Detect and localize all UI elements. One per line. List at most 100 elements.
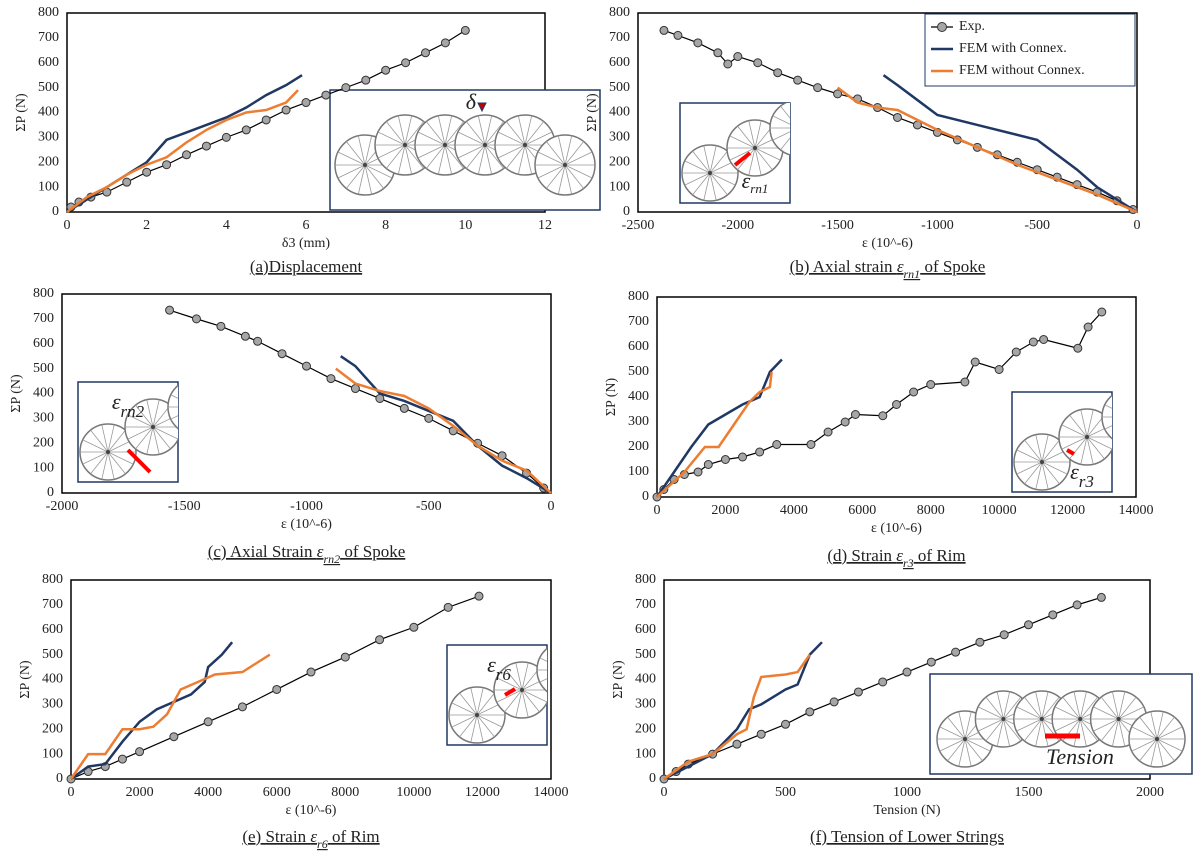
data-point [723, 59, 733, 69]
x-tick-label: 500 [775, 785, 796, 800]
data-point [1097, 307, 1107, 317]
y-tick-label: 500 [635, 647, 656, 662]
data-point [302, 361, 311, 371]
label-text: (d) Strain [827, 546, 896, 565]
data-point [201, 141, 211, 151]
x-axis-title: Tension (N) [873, 803, 940, 818]
data-point [878, 411, 888, 421]
data-point [301, 98, 311, 108]
x-tick-label: 8 [382, 218, 389, 233]
y-tick-label: 300 [635, 697, 656, 712]
data-point [975, 637, 985, 647]
x-tick-label: 10 [458, 218, 472, 233]
y-tick-label: 700 [635, 597, 656, 612]
label-text: Tension [1046, 744, 1114, 769]
data-point [460, 25, 470, 35]
x-tick-label: 4000 [780, 503, 808, 518]
y-tick-label: 700 [33, 311, 54, 326]
chart-panel: 0 100 200 300 400 500 600 700 800 -2500 -2000 -1500… [585, 5, 1140, 281]
x-tick-label: -2500 [622, 218, 655, 233]
data-point [341, 83, 351, 93]
caption: (d) Strain εr3 of Rim [827, 546, 965, 570]
data-point [756, 729, 766, 739]
data-point [703, 460, 713, 469]
inset: εrn1 [679, 102, 791, 204]
label-subscript: rn1 [904, 267, 921, 281]
x-tick-label: 14000 [534, 785, 569, 800]
y-tick-label: 100 [609, 179, 630, 194]
data-point [440, 38, 450, 48]
chart-panel: 0 100 200 300 400 500 600 700 800 0 2 4 6 8 10 12 δ3 (mm… [14, 5, 601, 276]
x-axis-title: ε (10^-6) [286, 803, 337, 818]
legend-swatch [937, 22, 947, 32]
label-subscript: rn2 [121, 402, 145, 421]
inset-drawing [334, 102, 596, 196]
label-symbol: ε [112, 389, 121, 414]
x-tick-label: 12000 [1050, 503, 1085, 518]
label-subscript: r3 [1079, 472, 1094, 491]
x-tick-label: 1000 [893, 785, 921, 800]
data-point [401, 58, 411, 68]
data-point [926, 657, 936, 667]
data-point [772, 440, 782, 449]
data-point [272, 684, 282, 694]
data-point [277, 349, 287, 359]
inset-drawing [681, 103, 790, 202]
label-text: (a)Displacement [250, 257, 363, 276]
data-point [999, 630, 1009, 640]
data-point [833, 89, 843, 99]
data-point [926, 380, 936, 389]
y-tick-label: 300 [609, 130, 630, 145]
legend-frame [924, 13, 1136, 87]
data-point [902, 667, 912, 677]
y-tick-label: 400 [33, 386, 54, 401]
data-point [117, 754, 127, 764]
data-point [960, 377, 970, 387]
label-symbol: δ [466, 89, 477, 114]
inset: εrn2 [77, 381, 179, 483]
data-point [1096, 592, 1106, 602]
label-subscript: r6 [317, 837, 328, 851]
data-point [240, 331, 250, 341]
data-point [1083, 322, 1093, 332]
x-tick-label: -1500 [168, 499, 201, 514]
data-point [1039, 335, 1049, 344]
x-tick-label: -2000 [46, 499, 79, 514]
y-tick-label: 200 [635, 721, 656, 736]
label-text: of Rim [914, 546, 966, 565]
inset: εr6 [446, 644, 548, 746]
series-line [882, 74, 1138, 214]
y-tick-label: 600 [33, 336, 54, 351]
label-text: (c) Axial Strain [208, 542, 317, 561]
inset-label: εrn2 [112, 389, 145, 421]
x-tick-label: 0 [654, 503, 661, 518]
y-tick-label: 600 [38, 55, 59, 70]
y-tick-label: 100 [33, 460, 54, 475]
x-tick-label: 0 [1134, 218, 1141, 233]
caption: (b) Axial strain εrn1 of Spoke [790, 257, 986, 281]
label-text: of Spoke [920, 257, 985, 276]
data-point [840, 417, 850, 427]
data-point [253, 336, 263, 346]
data-point [805, 707, 815, 717]
x-tick-label: 10000 [396, 785, 431, 800]
data-point [673, 30, 683, 40]
legend-label: FEM with Connex. [959, 41, 1067, 56]
x-tick-label: -1000 [290, 499, 323, 514]
y-tick-label: 800 [33, 286, 54, 301]
y-tick-label: 200 [42, 721, 63, 736]
series-line [836, 86, 1138, 214]
data-point [237, 702, 247, 712]
data-point [135, 747, 145, 757]
y-tick-label: 500 [38, 80, 59, 95]
data-point [321, 90, 331, 100]
data-point [375, 393, 385, 403]
x-tick-label: 14000 [1119, 503, 1154, 518]
y-tick-label: 200 [609, 154, 630, 169]
data-point [733, 52, 743, 62]
inset-label: εr3 [1070, 459, 1094, 491]
inset-drawing [1013, 394, 1112, 491]
label-text: of Rim [328, 827, 380, 846]
data-point [409, 622, 419, 632]
